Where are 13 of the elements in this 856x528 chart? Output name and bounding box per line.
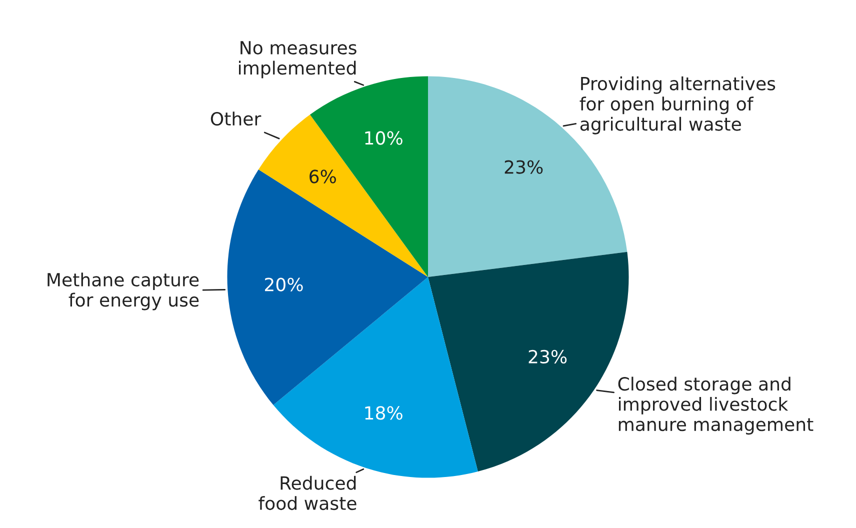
- slice-label: Closed storage and improved livestock manure management: [618, 376, 814, 435]
- slice-label: No measures implemented: [238, 41, 356, 78]
- data-label: 23%: [504, 160, 543, 174]
- slice-label: Providing alternatives for open burning of agricultural waste: [580, 76, 776, 134]
- data-label: 23%: [528, 350, 567, 364]
- data-label: 10%: [365, 131, 402, 145]
- slice-label: Other: [210, 112, 262, 126]
- slice-label: Reduced food waste: [258, 476, 356, 510]
- data-label: 20%: [264, 278, 303, 292]
- data-label: 18%: [365, 406, 402, 420]
- pie-slice: [227, 169, 428, 406]
- slice-label: Methane capture for energy use: [48, 272, 199, 310]
- data-label: 6%: [310, 170, 336, 184]
